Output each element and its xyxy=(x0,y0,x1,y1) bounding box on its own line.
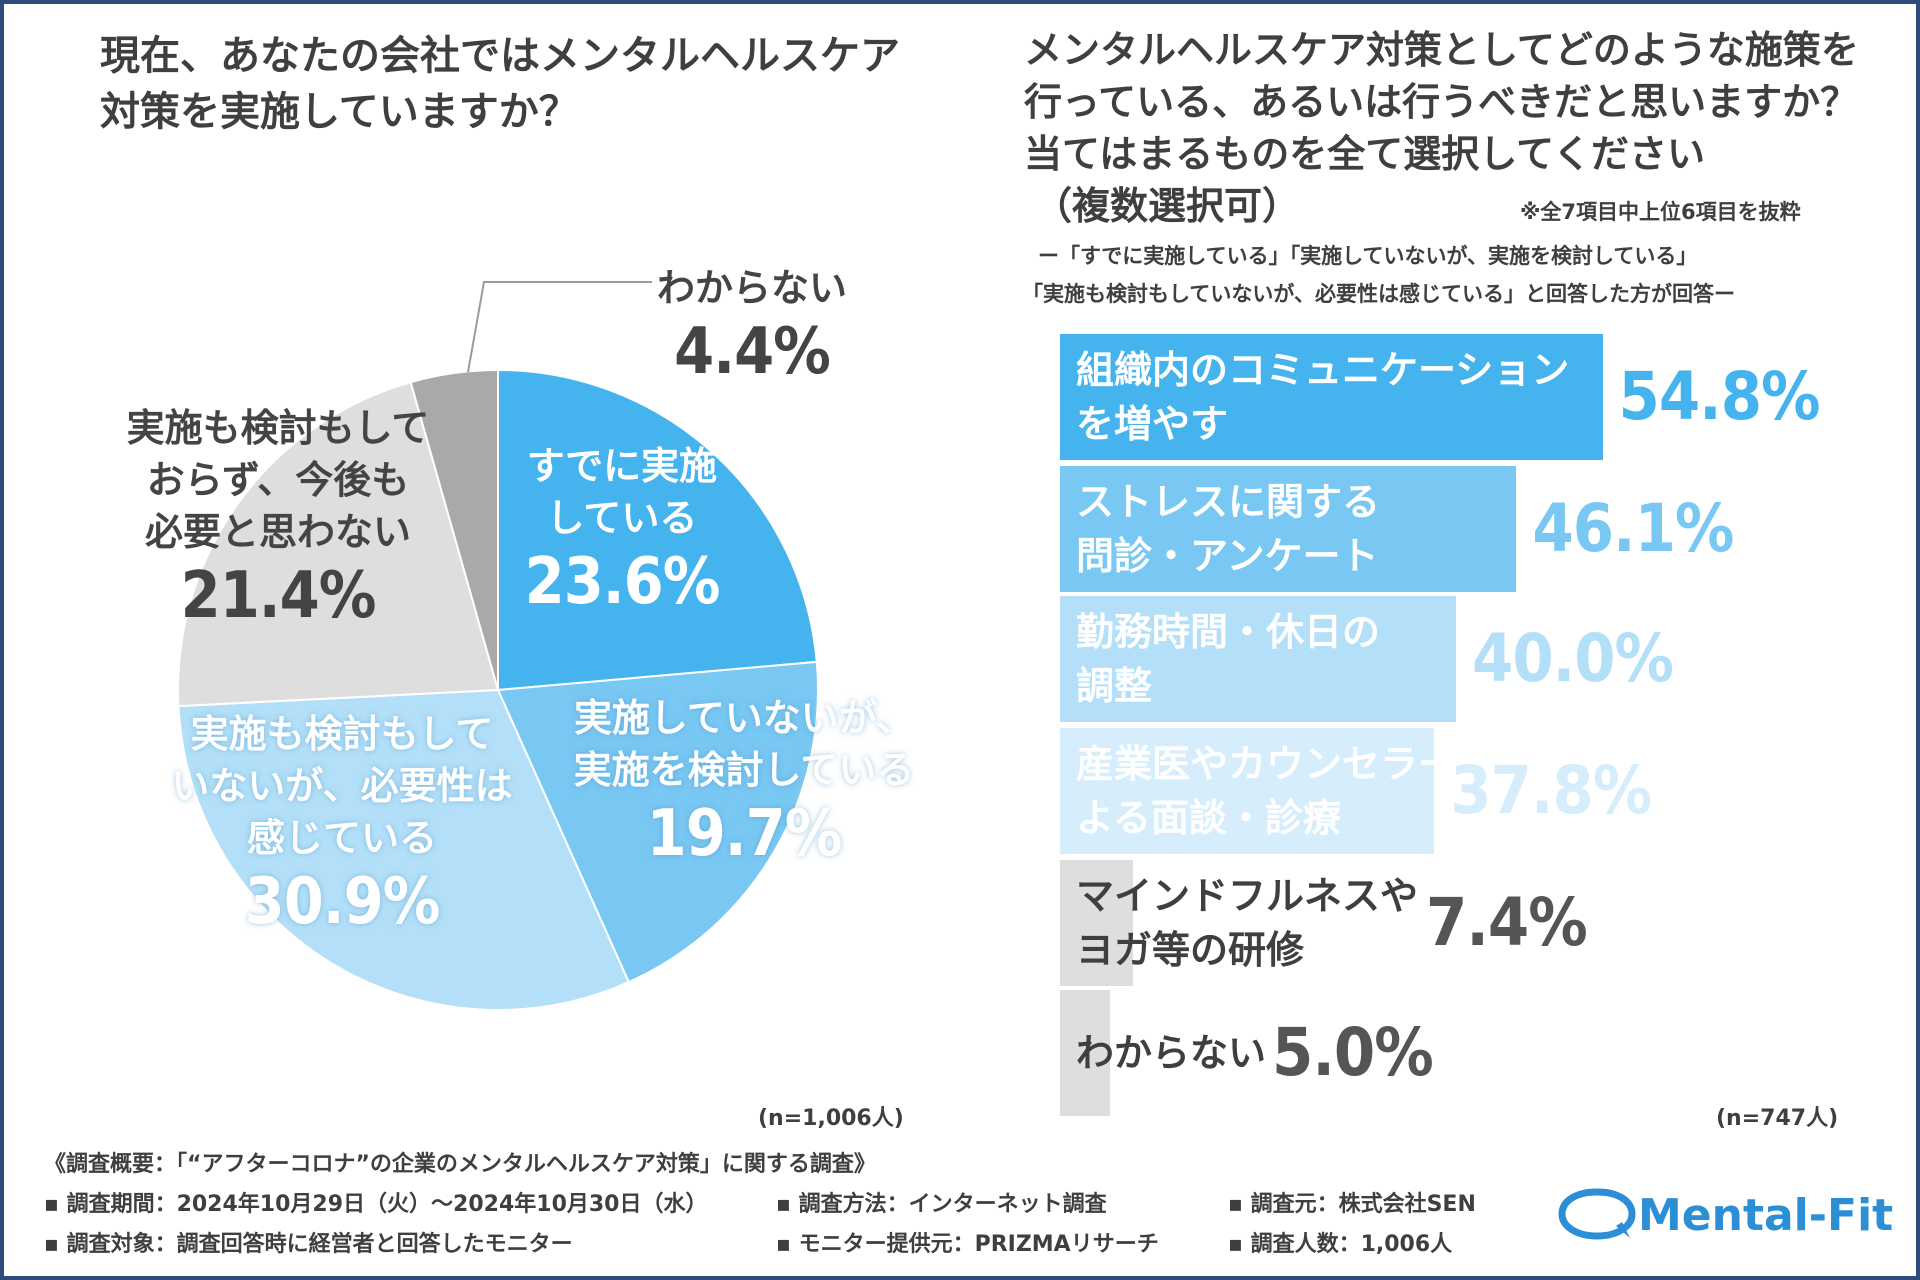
right-question-line2: 行っている、あるいは行うべきだと思いますか？ xyxy=(1024,80,1859,124)
bar-communication xyxy=(1060,334,1603,460)
pie-label-unknown: わからない 4.4% xyxy=(552,262,952,390)
logo-speech-icon xyxy=(1558,1188,1636,1240)
pie-label-considering: 実施していないが、 実施を検討している 19.7% xyxy=(544,692,944,872)
bar-label-line: 調整 xyxy=(1076,664,1153,708)
pie-sample-size: (n=1,006人) xyxy=(758,1106,904,1131)
pie-label-text: いないが、必要性は xyxy=(171,764,513,808)
pie-label-done: すでに実施している 23.6% xyxy=(422,440,822,620)
bar-stress-survey xyxy=(1060,466,1517,592)
bar-mindfulness xyxy=(1060,860,1134,986)
right-question-sub2: 「実施も検討もしていないが、必要性は感じている」と回答した方が回答ー xyxy=(1022,282,1735,306)
pie-label-text: 実施も検討もして xyxy=(126,406,430,450)
bar-work-hours xyxy=(1060,596,1456,722)
bar-label-line: 産業医やカウンセラーに xyxy=(1076,742,1495,786)
right-question-line3: 当てはまるものを全て選択してください xyxy=(1024,132,1705,176)
bar-label-counseling: 産業医やカウンセラーに よる面談・診療 xyxy=(1076,737,1494,845)
bar-value-stress-survey: 46.1% xyxy=(1532,490,1734,567)
pie-value-not-needed: 21.4% xyxy=(180,559,377,633)
survey-count: ▪ 調査人数：1,006人 xyxy=(1228,1232,1453,1257)
bar-label-line: 勤務時間・休日の xyxy=(1076,610,1381,654)
bar-label-work-hours: 勤務時間・休日の 調整 xyxy=(1076,605,1380,713)
right-question: メンタルヘルスケア対策としてどのような施策を 行っている、あるいは行うべきだと思… xyxy=(1024,24,1884,232)
pie-slice-unknown xyxy=(409,368,499,691)
pie-value-done: 23.6% xyxy=(524,545,721,619)
bar-label-mindfulness: マインドフルネスや ヨガ等の研修 xyxy=(1076,869,1418,977)
survey-heading: 《調査概要：「“アフターコロナ”の企業のメンタルヘルスケア対策」に関する調査》 xyxy=(44,1152,876,1177)
pie-label-text: 実施を検討している xyxy=(573,748,915,792)
bar-label-line: 問診・アンケート xyxy=(1076,534,1379,578)
survey-provider: ▪ モニター提供元：PRIZMAリサーチ xyxy=(776,1232,1159,1257)
left-question-line1: 現在、あなたの会社ではメンタルヘルスケア xyxy=(100,33,900,79)
bar-label-line: を増やす xyxy=(1076,402,1229,446)
pie-value-needed: 30.9% xyxy=(244,865,441,939)
right-question-line1: メンタルヘルスケア対策としてどのような施策を xyxy=(1024,28,1859,72)
pie-slice-needed xyxy=(177,688,631,1011)
pie-label-text: 必要と思わない xyxy=(144,510,411,554)
pie-label-text: 感じている xyxy=(246,816,437,860)
survey-target: ▪ 調査対象：調査回答時に経営者と回答したモニター xyxy=(44,1232,573,1257)
survey-method: ▪ 調査方法：インターネット調査 xyxy=(776,1192,1107,1217)
pie-label-text: わからない xyxy=(656,266,847,310)
pie-label-needed: 実施も検討もして いないが、必要性は 感じている 30.9% xyxy=(142,708,542,940)
right-question-sub1: ー「すでに実施している」「実施していないが、実施を検討している」 xyxy=(1038,244,1698,268)
bar-label-line: ストレスに関する xyxy=(1076,480,1381,524)
left-question-line2: 対策を実施していますか？ xyxy=(100,89,579,135)
logo-text: Mental-Fit xyxy=(1638,1189,1894,1241)
pie-slice-done xyxy=(497,368,818,692)
bar-value-communication: 54.8% xyxy=(1618,358,1821,435)
bar-label-line: マインドフルネスや xyxy=(1076,874,1419,918)
bar-label-stress-survey: ストレスに関する 問診・アンケート xyxy=(1076,475,1380,583)
right-question-note: ※全7項目中上位6項目を抜粋 xyxy=(1520,200,1801,224)
bar-label-unknown: わからない xyxy=(1076,1026,1266,1080)
pie-label-text: おらず、今後も xyxy=(146,458,410,502)
pie-slice-not-needed xyxy=(177,380,500,708)
bar-value-counseling: 37.8% xyxy=(1450,752,1652,829)
pie-label-text: すでに実施 xyxy=(526,444,718,488)
pie-value-unknown: 4.4% xyxy=(674,315,831,389)
bar-unknown xyxy=(1060,990,1110,1116)
bar-label-line: ヨガ等の研修 xyxy=(1076,928,1305,972)
mental-fit-logo: Mental-Fit xyxy=(1556,1186,1893,1244)
bar-value-mindfulness: 7.4% xyxy=(1426,884,1588,961)
survey-period: ▪ 調査期間：2024年10月29日（火）～2024年10月30日（水） xyxy=(44,1192,708,1217)
pie-slice-considering xyxy=(496,660,819,984)
bar-sample-size: (n=747人) xyxy=(1716,1106,1839,1131)
pie-label-text: している xyxy=(546,496,698,540)
pie-leader-line xyxy=(467,281,652,373)
bar-label-line: わからない xyxy=(1076,1031,1267,1075)
bar-label-communication: 組織内のコミュニケーション を増やす xyxy=(1076,343,1569,451)
pie-value-considering: 19.7% xyxy=(646,797,843,871)
left-question: 現在、あなたの会社ではメンタルヘルスケア 対策を実施していますか？ xyxy=(100,28,920,140)
bar-label-line: 組織内のコミュニケーション xyxy=(1076,348,1570,392)
survey-source: ▪ 調査元：株式会社SEN xyxy=(1228,1192,1476,1217)
right-question-line4: （複数選択可） xyxy=(1034,184,1301,228)
bar-value-work-hours: 40.0% xyxy=(1472,620,1674,697)
bar-label-line: よる面談・診療 xyxy=(1076,796,1341,840)
bar-value-unknown: 5.0% xyxy=(1272,1014,1434,1091)
pie-label-text: 実施していないが、 xyxy=(573,696,915,740)
pie-label-not-needed: 実施も検討もして おらず、今後も 必要と思わない 21.4% xyxy=(78,402,478,634)
bar-counseling xyxy=(1060,728,1435,854)
pie-label-text: 実施も検討もして xyxy=(190,712,494,756)
